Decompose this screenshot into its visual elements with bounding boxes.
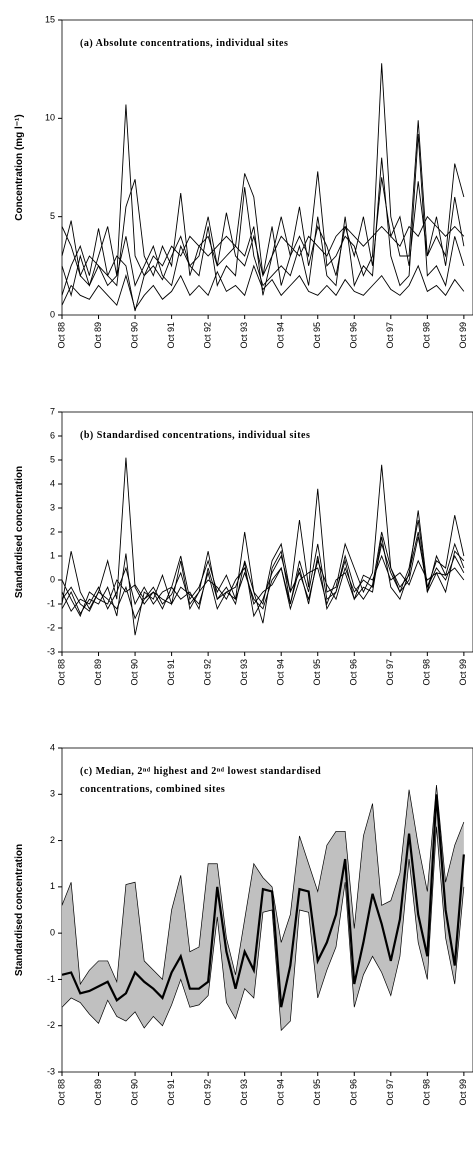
series-line bbox=[61, 457, 465, 610]
chart-title: (b) Standardised concentrations, individ… bbox=[80, 430, 310, 441]
x-tick-label: Oct 96 bbox=[349, 659, 359, 686]
x-tick-label: Oct 91 bbox=[166, 659, 176, 686]
y-axis-label: Standardised concentration bbox=[14, 466, 25, 598]
x-tick-label: Oct 90 bbox=[129, 1079, 139, 1106]
band-upper bbox=[61, 784, 465, 986]
band-lower bbox=[61, 826, 465, 1032]
x-tick-label: Oct 97 bbox=[385, 1079, 395, 1106]
x-tick-label: Oct 95 bbox=[312, 659, 322, 686]
x-tick-label: Oct 92 bbox=[203, 322, 213, 349]
y-tick-label: 5 bbox=[50, 211, 55, 221]
y-tick-label: -2 bbox=[47, 1020, 55, 1030]
x-tick-label: Oct 92 bbox=[203, 1079, 213, 1106]
x-tick-label: Oct 93 bbox=[239, 659, 249, 686]
y-tick-label: -3 bbox=[47, 646, 55, 656]
y-tick-label: 3 bbox=[50, 502, 55, 512]
plot-frame bbox=[61, 19, 473, 316]
x-tick-label: Oct 94 bbox=[276, 1079, 286, 1106]
series-line bbox=[61, 794, 465, 1008]
y-tick-label: 1 bbox=[50, 881, 55, 891]
series-line bbox=[61, 215, 465, 312]
y-tick-label: 0 bbox=[50, 574, 55, 584]
y-tick-label: 0 bbox=[50, 928, 55, 938]
y-tick-label: -1 bbox=[47, 974, 55, 984]
series-line bbox=[61, 554, 465, 618]
y-tick-label: 5 bbox=[50, 454, 55, 464]
x-tick-label: Oct 95 bbox=[312, 1079, 322, 1106]
series-line bbox=[61, 264, 465, 311]
y-tick-label: 6 bbox=[50, 430, 55, 440]
x-tick-label: Oct 90 bbox=[129, 322, 139, 349]
y-tick-label: 15 bbox=[45, 14, 55, 24]
x-tick-label: Oct 92 bbox=[203, 659, 213, 686]
y-tick-label: 1 bbox=[50, 550, 55, 560]
y-tick-label: 2 bbox=[50, 835, 55, 845]
chart-title: (c) Median, 2ⁿᵈ highest and 2ⁿᵈ lowest s… bbox=[80, 766, 321, 777]
x-tick-label: Oct 94 bbox=[276, 659, 286, 686]
plot-frame bbox=[61, 411, 473, 653]
band-fill bbox=[62, 785, 464, 1031]
y-axis-label: Concentration (mg l⁻¹) bbox=[14, 114, 25, 220]
x-tick-label: Oct 88 bbox=[56, 1079, 66, 1106]
x-tick-label: Oct 97 bbox=[385, 322, 395, 349]
x-tick-label: Oct 99 bbox=[458, 659, 468, 686]
x-tick-label: Oct 99 bbox=[458, 1079, 468, 1106]
y-tick-label: 10 bbox=[45, 113, 55, 123]
panel: -3 -2 -1 0 1 2 3 4 Oct 88 Oct 89 Oct 90 Oct 91 Oct 9… bbox=[14, 742, 473, 1106]
y-tick-label: 7 bbox=[50, 406, 55, 416]
y-tick-label: 3 bbox=[50, 789, 55, 799]
x-tick-label: Oct 88 bbox=[56, 322, 66, 349]
y-tick-label: 4 bbox=[50, 742, 55, 752]
series-line bbox=[61, 134, 465, 298]
x-tick-label: Oct 99 bbox=[458, 322, 468, 349]
series-line bbox=[61, 177, 465, 296]
x-tick-label: Oct 98 bbox=[422, 322, 432, 349]
x-tick-label: Oct 93 bbox=[239, 1079, 249, 1106]
chart-title: concentrations, combined sites bbox=[80, 784, 225, 795]
x-tick-label: Oct 93 bbox=[239, 322, 249, 349]
panel: 0 5 10 15 Oct 88 Oct 89 Oct 90 Oct 91 Oct 92 Oct … bbox=[14, 14, 473, 349]
series-line bbox=[61, 531, 465, 620]
y-axis-label: Standardised concentration bbox=[14, 844, 25, 976]
y-tick-label: 4 bbox=[50, 478, 55, 488]
x-tick-label: Oct 96 bbox=[349, 1079, 359, 1106]
x-tick-label: Oct 89 bbox=[93, 322, 103, 349]
y-tick-label: 2 bbox=[50, 526, 55, 536]
x-tick-label: Oct 91 bbox=[166, 1079, 176, 1106]
x-tick-label: Oct 96 bbox=[349, 322, 359, 349]
x-tick-label: Oct 89 bbox=[93, 659, 103, 686]
x-tick-label: Oct 95 bbox=[312, 322, 322, 349]
x-tick-label: Oct 94 bbox=[276, 322, 286, 349]
chart-title: (a) Absolute concentrations, individual … bbox=[80, 38, 288, 49]
panel: -3 -2 -1 0 1 2 3 4 5 6 7 Oct 88 Oct 89 Oct 90 Oct 91 Oc… bbox=[14, 406, 473, 686]
series-line bbox=[61, 536, 465, 618]
x-tick-label: Oct 98 bbox=[422, 1079, 432, 1106]
x-tick-label: Oct 88 bbox=[56, 659, 66, 686]
y-tick-label: -2 bbox=[47, 622, 55, 632]
x-tick-label: Oct 98 bbox=[422, 659, 432, 686]
y-tick-label: -1 bbox=[47, 598, 55, 608]
x-tick-label: Oct 90 bbox=[129, 659, 139, 686]
x-tick-label: Oct 89 bbox=[93, 1079, 103, 1106]
y-tick-label: 0 bbox=[50, 309, 55, 319]
x-tick-label: Oct 91 bbox=[166, 322, 176, 349]
y-tick-label: -3 bbox=[47, 1066, 55, 1076]
x-tick-label: Oct 97 bbox=[385, 659, 395, 686]
